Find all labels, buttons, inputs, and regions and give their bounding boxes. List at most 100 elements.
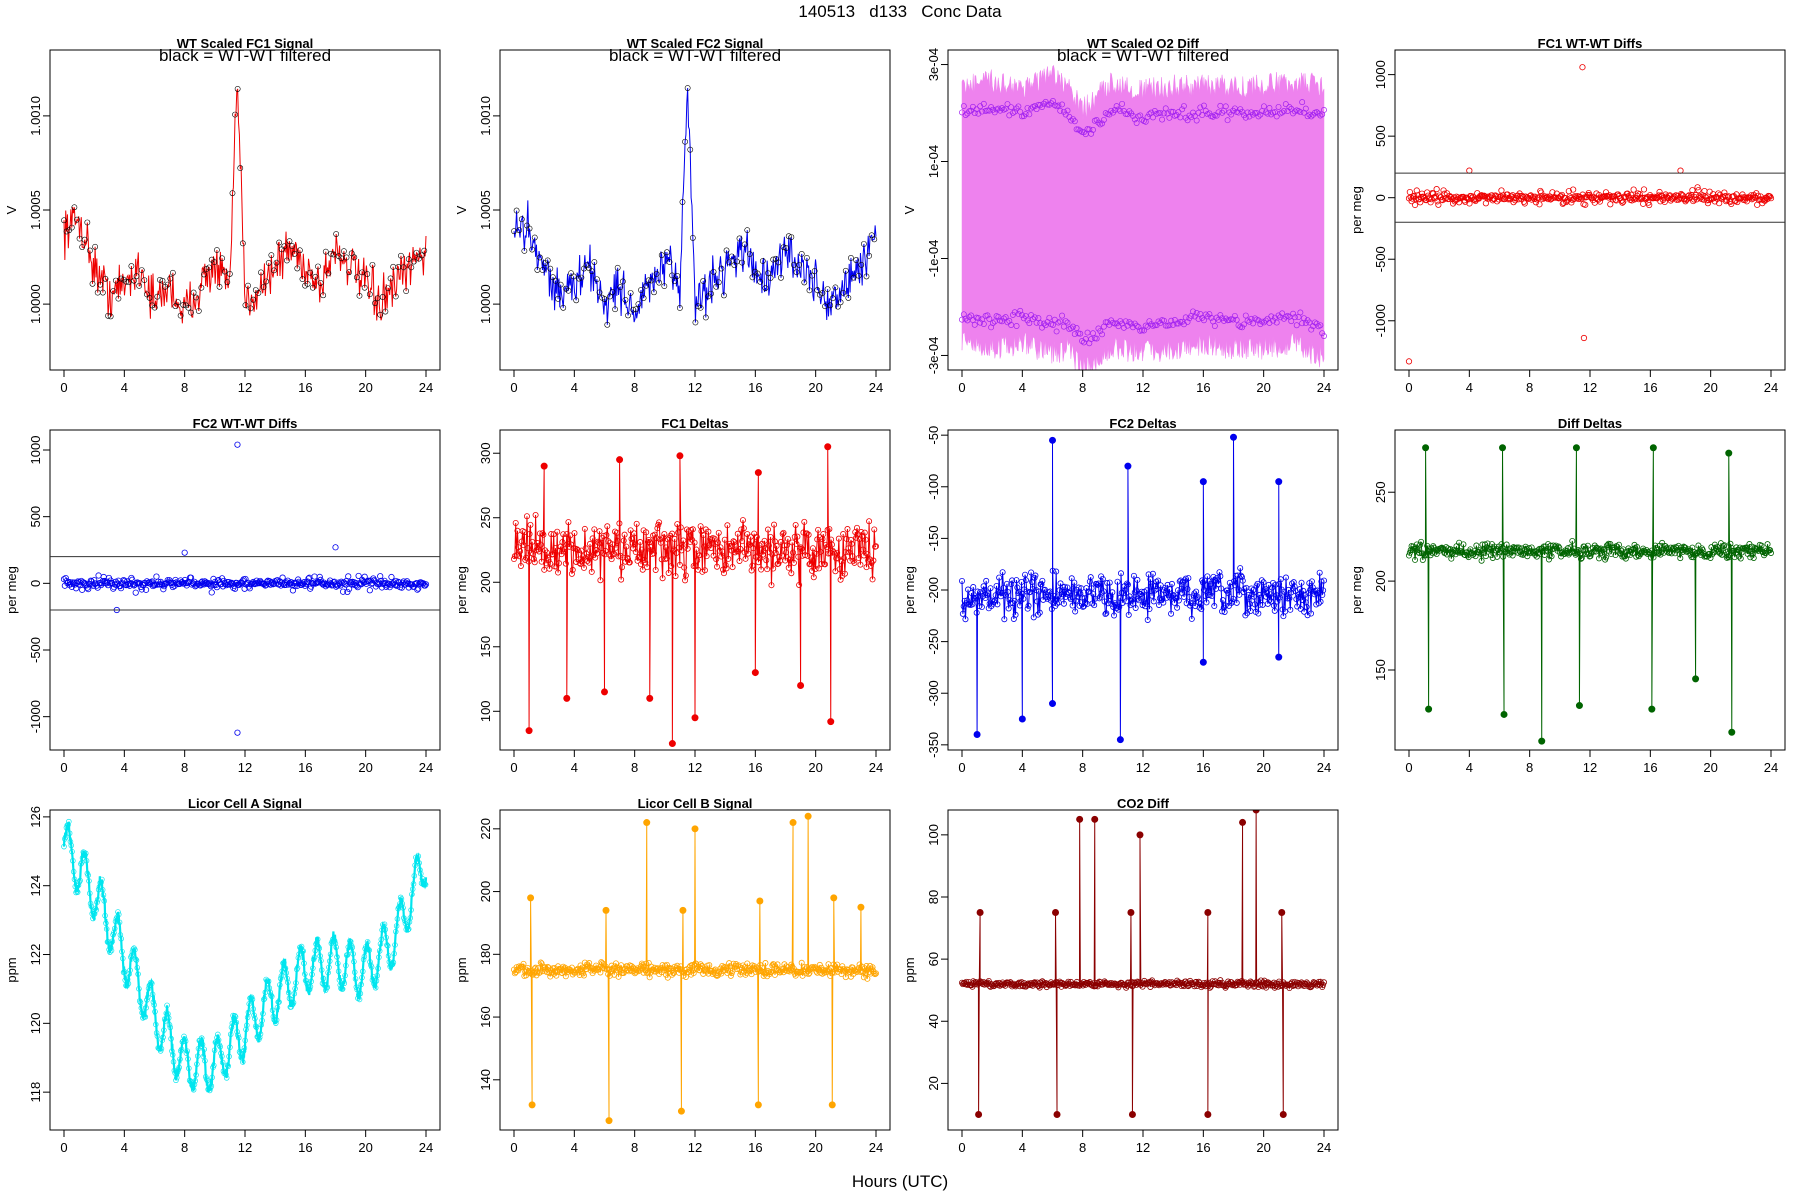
data-point	[399, 900, 405, 907]
data-point	[154, 293, 161, 300]
data-point	[224, 1062, 231, 1069]
data-point	[627, 290, 634, 296]
data-point	[131, 277, 137, 284]
data-point	[307, 269, 314, 276]
data-point	[71, 876, 78, 883]
data-point	[354, 986, 360, 993]
data-point	[986, 107, 993, 114]
data-point	[1466, 200, 1473, 207]
data-point	[596, 528, 603, 535]
data-point	[246, 585, 253, 592]
data-point	[160, 1034, 166, 1041]
data-point	[580, 564, 587, 571]
data-point	[1124, 111, 1131, 118]
data-point	[1276, 594, 1283, 601]
plot-area	[959, 64, 1327, 370]
data-point	[351, 254, 358, 261]
data-point	[517, 563, 524, 570]
data-point	[555, 569, 562, 576]
spike-point	[1239, 818, 1247, 826]
data-point	[418, 870, 424, 877]
data-point	[1200, 586, 1207, 593]
data-point	[1301, 109, 1307, 116]
data-point	[1119, 599, 1126, 606]
data-point	[612, 528, 619, 535]
data-point	[774, 961, 781, 968]
x-tick-label: 8	[181, 380, 188, 395]
data-point	[1197, 104, 1204, 111]
data-point	[407, 915, 414, 921]
data-point	[1290, 579, 1297, 586]
data-point	[1699, 546, 1706, 553]
data-point	[616, 520, 623, 527]
data-point	[1417, 199, 1424, 206]
data-point	[1624, 190, 1631, 197]
data-point	[752, 553, 759, 560]
data-point	[965, 586, 972, 593]
data-point	[754, 270, 761, 277]
data-point	[316, 573, 323, 580]
data-point	[702, 314, 709, 321]
data-point	[671, 535, 678, 542]
data-point	[1013, 577, 1020, 584]
data-point	[597, 577, 604, 584]
x-axis-label: Hours (UTC)	[851, 1172, 949, 1191]
data-point	[149, 991, 156, 998]
data-point	[1219, 109, 1226, 116]
data-point	[1031, 103, 1038, 110]
data-point	[273, 1017, 280, 1023]
data-point	[778, 552, 785, 559]
data-point	[871, 526, 878, 533]
data-point	[127, 967, 133, 973]
data-point	[795, 553, 802, 560]
data-point	[121, 968, 128, 975]
data-point	[218, 1050, 224, 1056]
data-point	[356, 292, 363, 299]
y-tick-label: 1000	[1373, 60, 1388, 89]
plot-area	[61, 818, 429, 1094]
data-point	[569, 566, 576, 573]
data-point	[87, 577, 94, 584]
data-point	[1075, 584, 1082, 591]
x-tick-label: 20	[808, 1140, 822, 1155]
data-point	[536, 970, 543, 977]
y-tick-label: 60	[926, 952, 941, 966]
data-point	[378, 936, 385, 943]
data-point	[393, 923, 400, 929]
data-point	[528, 549, 535, 556]
data-point	[1040, 320, 1047, 327]
data-point	[1200, 579, 1207, 586]
data-point	[741, 241, 748, 248]
data-point	[1071, 579, 1078, 586]
data-point	[594, 276, 600, 283]
data-point	[1668, 550, 1675, 557]
data-point	[1149, 592, 1156, 599]
data-point	[164, 1002, 170, 1009]
data-point	[1706, 550, 1713, 557]
data-point	[211, 1062, 217, 1069]
data-point	[318, 967, 325, 973]
data-point	[1103, 610, 1110, 617]
data-point	[782, 557, 789, 564]
data-point	[1186, 594, 1193, 601]
data-point	[1715, 190, 1722, 197]
data-point	[390, 959, 397, 966]
data-point	[723, 565, 730, 572]
data-point	[785, 564, 792, 571]
data-point	[1263, 589, 1270, 596]
data-point	[530, 555, 537, 562]
data-point	[1680, 543, 1687, 550]
data-point	[353, 984, 360, 990]
data-point	[366, 587, 373, 594]
data-point	[409, 886, 416, 892]
data-point	[783, 549, 790, 556]
y-tick-label: -1e-04	[926, 240, 941, 278]
data-point	[1013, 323, 1020, 329]
data-point	[1611, 544, 1618, 551]
data-point	[1298, 579, 1305, 586]
data-point	[1117, 570, 1124, 577]
spike-point	[1275, 653, 1283, 661]
data-point	[358, 981, 364, 988]
outlier-point	[234, 441, 241, 448]
